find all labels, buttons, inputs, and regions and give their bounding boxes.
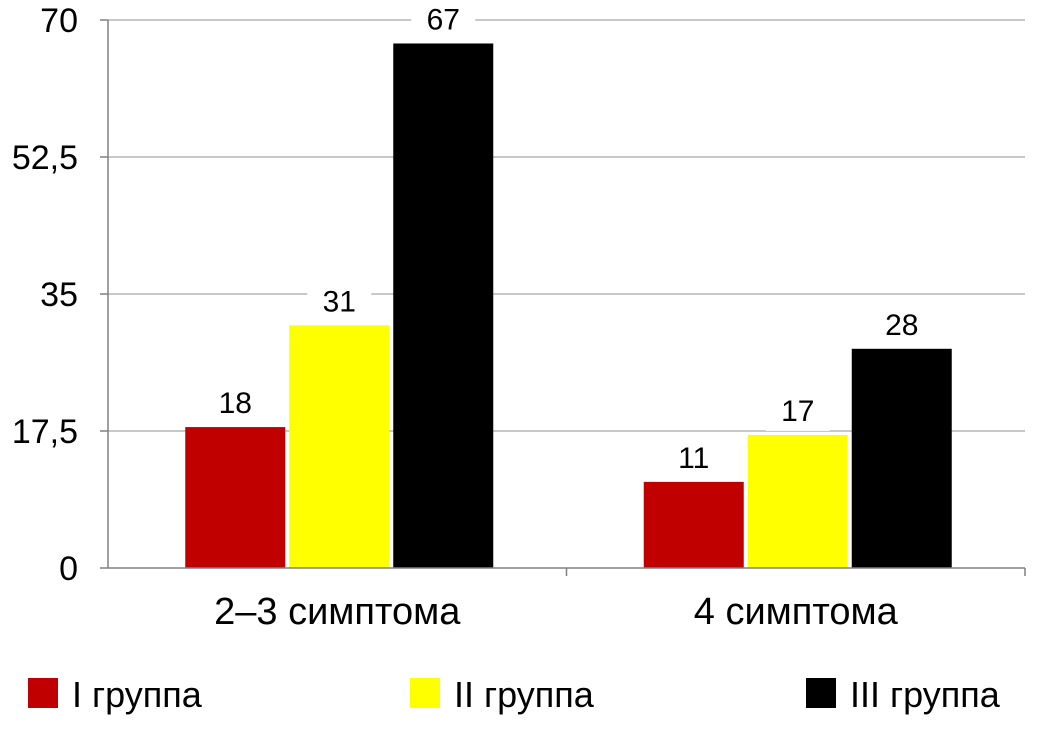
legend-label: I группа	[72, 674, 203, 715]
y-tick-label: 0	[59, 550, 78, 588]
bar	[393, 43, 494, 568]
data-label: 31	[323, 285, 356, 318]
y-tick-label: 17,5	[12, 413, 78, 451]
data-label: 67	[427, 3, 460, 36]
legend-label: II группа	[454, 674, 595, 715]
y-axis-ticks: 0 17,5 35 52,5 70	[12, 2, 108, 588]
bar	[643, 481, 744, 568]
data-label-background	[869, 306, 934, 345]
y-tick-label: 70	[40, 2, 78, 40]
data-label-background	[203, 385, 268, 424]
x-category-label: 2–3 симптома	[214, 591, 461, 633]
x-axis-categories: 2–3 симптома 4 симптома	[214, 591, 898, 633]
x-category-label: 4 симптома	[694, 591, 899, 633]
bars	[185, 43, 952, 568]
data-label-background	[765, 392, 830, 431]
legend: I группа II группа III группа	[28, 674, 1001, 715]
data-label-background	[411, 1, 476, 40]
data-label: 11	[678, 442, 709, 475]
data-label: 18	[219, 387, 252, 420]
y-tick-label: 52,5	[12, 139, 78, 177]
data-label: 28	[885, 309, 918, 342]
bar	[851, 348, 952, 568]
data-label-background	[307, 283, 372, 322]
legend-swatch	[410, 678, 440, 708]
bar	[289, 325, 390, 568]
data-label-background	[661, 439, 726, 478]
data-labels: 18 31 67 11 17 28	[203, 1, 934, 478]
y-tick-label: 35	[40, 276, 78, 314]
data-label: 17	[781, 395, 814, 428]
legend-swatch	[806, 678, 836, 708]
bar	[747, 434, 848, 568]
legend-swatch	[28, 678, 58, 708]
axes	[107, 20, 1026, 576]
legend-label: III группа	[850, 674, 1001, 715]
bar	[185, 427, 286, 568]
